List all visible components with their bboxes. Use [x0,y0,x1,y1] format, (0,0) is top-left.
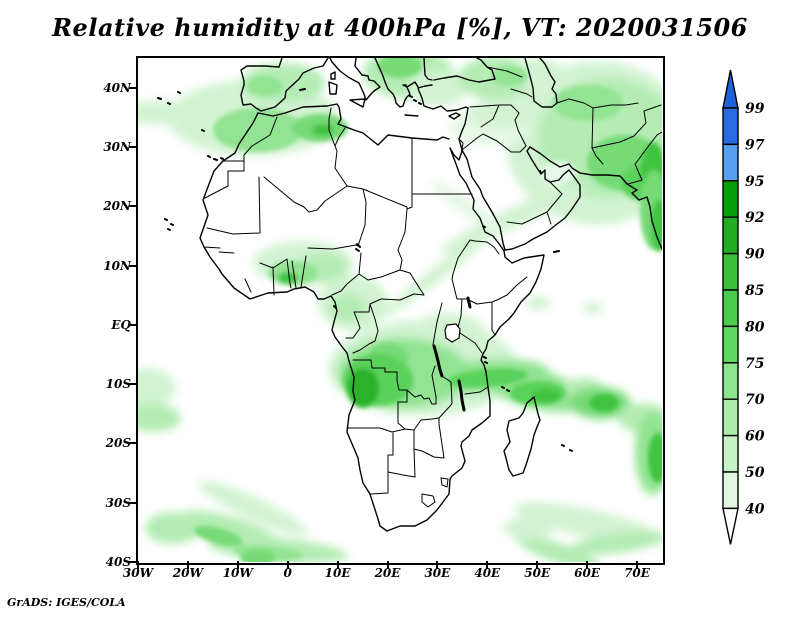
colorbar-label: 99 [745,101,765,117]
colorbar-segment [723,181,738,217]
y-axis-tick-label: 40N [95,81,131,95]
colorbar-segment [723,472,738,508]
colorbar-label: 70 [745,392,765,408]
y-axis-tick-label: 20S [95,436,131,450]
lesotho [422,494,435,507]
sardinia [329,82,337,94]
colorbar-segment [723,217,738,253]
x-axis-tick [337,561,339,569]
colorbar-label: 80 [745,319,765,335]
x-axis-tick [586,561,588,569]
grads-credit: GrADS: IGES/COLA [7,596,126,609]
colorbar-segment [723,144,738,180]
colorbar-segment [723,363,738,399]
colorbar-label: 40 [745,501,765,517]
y-axis-tick-label: 30N [95,140,131,154]
y-axis-tick-label: 30S [95,496,131,510]
colorbar-arrow-down [723,508,738,544]
lake-turkana [468,298,470,307]
colorbar-label: 92 [745,210,765,226]
colorbar-label: 90 [745,247,765,263]
plot-title: Relative humidity at 400hPa [%], VT: 202… [0,13,800,42]
colorbar-arrow-up [723,70,738,108]
x-axis-tick [536,561,538,569]
colorbar-segment [723,399,738,435]
y-axis-tick-label: 10S [95,377,131,391]
grads-plot-window: Relative humidity at 400hPa [%], VT: 202… [0,0,800,618]
y-axis-tick [129,442,137,444]
x-axis-tick [287,561,289,569]
colorbar-segment [723,326,738,362]
x-axis-tick [187,561,189,569]
y-axis-tick [129,87,137,89]
x-axis-tick [486,561,488,569]
colorbar-segment [723,290,738,326]
swaziland [441,478,448,487]
colorbar-segment [723,436,738,472]
colorbar-segment [723,254,738,290]
colorbar-label: 50 [745,465,765,481]
colorbar-label: 60 [745,429,765,445]
colorbar-segment [723,108,738,144]
colorbar-label: 75 [745,356,764,372]
y-axis-tick-label: 20N [95,199,131,213]
sicily [350,99,365,107]
y-axis-tick [129,324,137,326]
y-axis-tick [129,502,137,504]
lake-victoria [445,324,460,342]
x-axis-tick [237,561,239,569]
crete [405,115,418,116]
colorbar-label: 97 [745,137,765,153]
y-axis-tick [129,146,137,148]
y-axis-tick-label: EQ [95,318,131,332]
x-axis-tick [436,561,438,569]
y-axis-tick-label: 10N [95,259,131,273]
colorbar-label: 95 [745,174,764,190]
colorbar: 99 97 95 92 90 85 80 75 70 60 50 40 [719,66,779,558]
x-axis-tick [636,561,638,569]
corsica [331,72,335,79]
x-axis-tick [137,561,139,569]
y-axis-tick [129,205,137,207]
x-axis-tick [387,561,389,569]
y-axis-tick [129,265,137,267]
y-axis-tick [129,561,137,563]
colorbar-label: 85 [745,283,764,299]
africa-humidity-map [138,58,662,562]
y-axis-tick [129,383,137,385]
